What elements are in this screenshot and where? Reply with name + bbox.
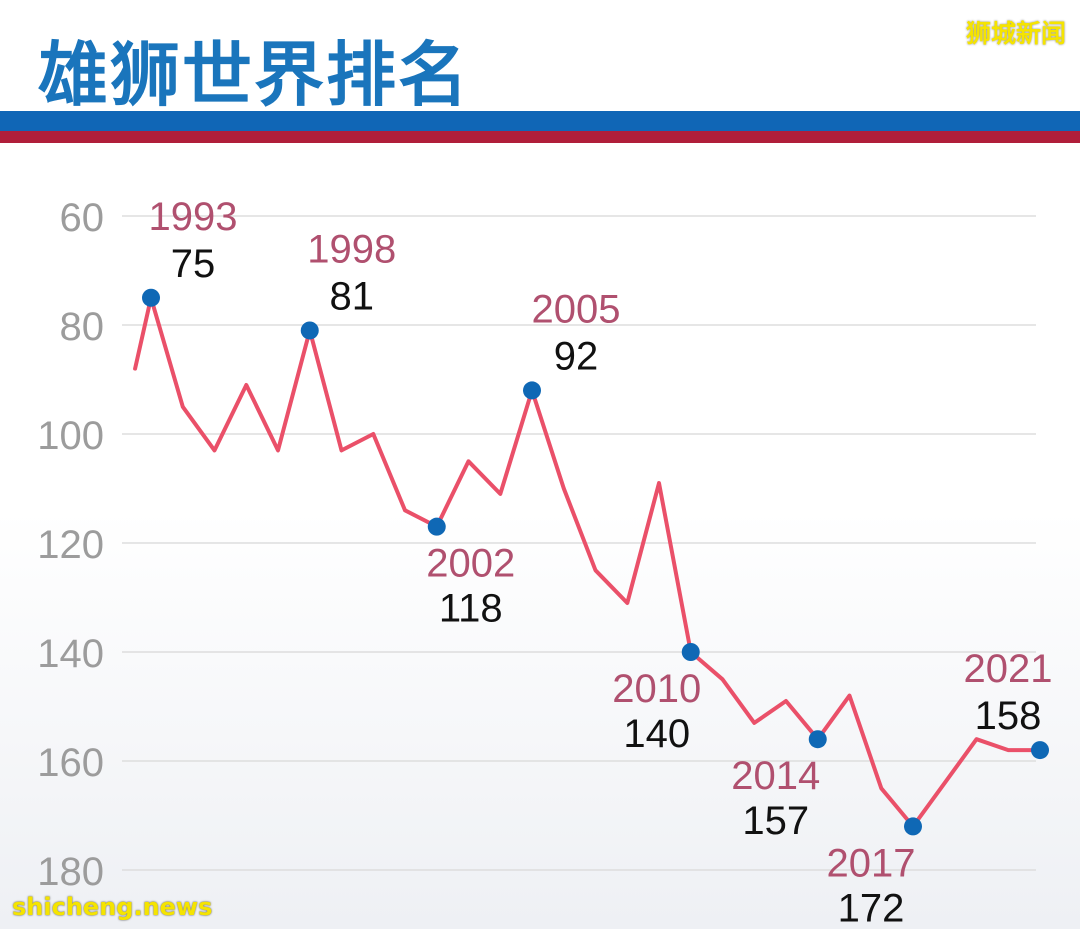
y-tick-label: 100 (37, 414, 104, 458)
data-point-marker (681, 643, 700, 661)
data-point-marker (808, 730, 827, 749)
year-label: 2002 (426, 542, 515, 586)
rank-value-label: 157 (742, 799, 809, 843)
year-label: 1998 (307, 227, 396, 271)
rank-value-label: 81 (330, 274, 375, 318)
ranking-series-line (133, 295, 1042, 829)
brand-logo: 狮城新闻 (965, 19, 1066, 48)
y-tick-label: 160 (37, 741, 104, 785)
rank-value-label: 158 (975, 694, 1042, 738)
y-tick-label: 80 (60, 305, 105, 349)
rank-value-label: 75 (171, 242, 216, 286)
year-label: 2021 (964, 647, 1053, 691)
y-tick-label: 120 (37, 523, 104, 567)
y-tick-label: 140 (37, 632, 104, 676)
y-tick-label: 180 (37, 850, 104, 894)
data-point-marker (1031, 741, 1049, 760)
year-label: 2010 (612, 667, 701, 711)
data-point-marker (523, 381, 541, 400)
data-point-marker (427, 517, 446, 536)
header-band-blue (0, 111, 1080, 131)
y-tick-label: 60 (60, 196, 105, 240)
header-band-red (0, 131, 1080, 143)
year-label: 2014 (731, 754, 820, 798)
rank-value-label: 118 (439, 587, 503, 631)
chart-title: 雄狮世界排名 (38, 34, 470, 116)
rank-value-label: 140 (623, 712, 690, 756)
year-label: 2005 (532, 287, 621, 331)
year-label: 2017 (827, 841, 916, 885)
site-watermark: shicheng.news (12, 893, 213, 921)
data-point-marker (904, 817, 922, 836)
data-point-marker (300, 321, 319, 340)
rank-value-label: 92 (554, 334, 599, 378)
rank-value-label: 172 (838, 886, 905, 929)
year-label: 1993 (149, 195, 238, 239)
data-point-marker (142, 288, 160, 307)
